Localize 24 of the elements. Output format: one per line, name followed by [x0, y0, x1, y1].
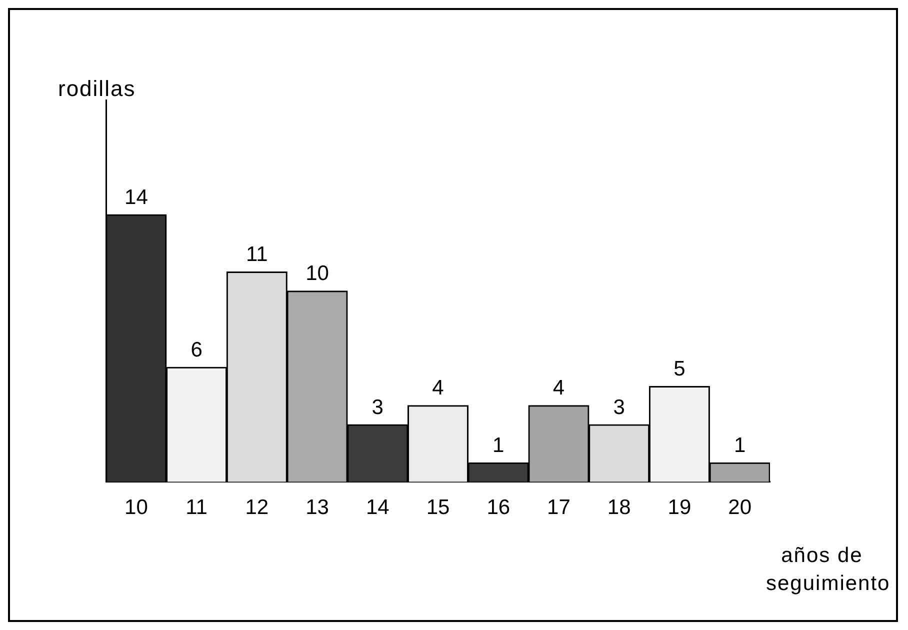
data-label: 6 — [190, 338, 202, 362]
x-tick-label: 16 — [486, 496, 510, 520]
data-label: 14 — [124, 186, 148, 209]
data-label: 4 — [432, 376, 444, 400]
x-tick-label: 15 — [426, 496, 450, 520]
data-label: 10 — [306, 262, 329, 286]
data-label: 4 — [552, 376, 565, 400]
x-tick-label: 10 — [124, 496, 148, 520]
x-tick-label: 19 — [668, 496, 692, 520]
data-label: 5 — [674, 358, 686, 381]
x-tick-label: 13 — [306, 496, 329, 520]
data-label: 1 — [492, 434, 504, 458]
x-tick-label: 12 — [245, 496, 269, 520]
x-tick-label: 11 — [186, 496, 208, 520]
x-tick-label: 17 — [547, 496, 570, 520]
x-tick-label: 14 — [366, 496, 390, 520]
data-label: 3 — [372, 396, 384, 419]
x-tick-label: 20 — [728, 496, 752, 520]
x-tick-label: 18 — [607, 496, 631, 520]
data-label: 11 — [246, 243, 268, 266]
data-label: 3 — [613, 396, 625, 419]
data-label: 1 — [734, 434, 746, 458]
y-axis-title: rodillas — [58, 76, 136, 102]
x-axis-title: años de seguimiento — [766, 543, 890, 597]
